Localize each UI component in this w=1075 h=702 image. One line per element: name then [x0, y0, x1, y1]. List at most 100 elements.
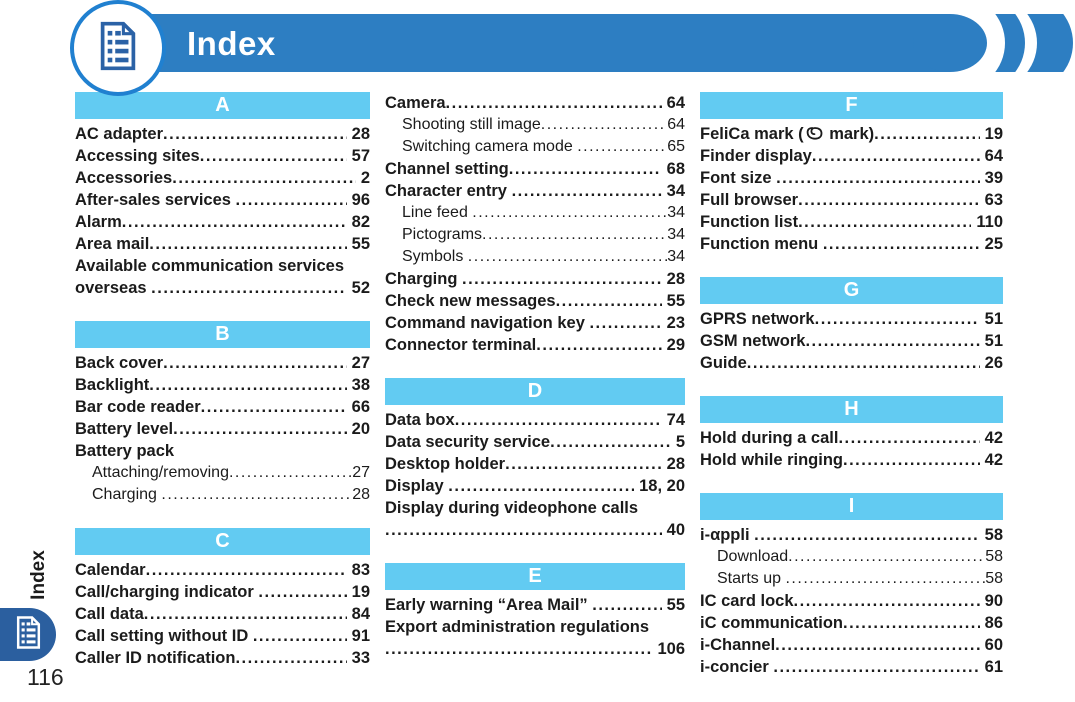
index-entry: FeliCa mark ( mark) 19	[700, 123, 1003, 145]
dot-leader	[385, 519, 662, 541]
dot-leader	[201, 396, 347, 418]
sidebar-chapter-tab	[0, 608, 56, 661]
entry-label: Data security service	[385, 433, 551, 451]
entry-page-number: 26	[984, 354, 1003, 372]
entry-label: Connector terminal	[385, 336, 537, 354]
dot-leader	[754, 524, 980, 546]
entry-page-number: 83	[351, 561, 370, 579]
index-entry: Back cover 27	[75, 352, 370, 374]
entry-label: Desktop holder	[385, 455, 506, 473]
index-entry: Display 18, 20	[385, 475, 685, 497]
entry-label: Font size	[700, 169, 777, 187]
entry-page-number: 5	[675, 433, 685, 451]
index-entry: Finder display 64	[700, 145, 1003, 167]
dot-leader	[838, 427, 979, 449]
entry-page-number: 42	[984, 429, 1003, 447]
index-entry: Export administration regulations	[385, 616, 685, 638]
section-letter-bar: C	[75, 528, 370, 555]
entry-label: IC card lock	[700, 592, 794, 610]
index-section-b: B Back cover 27 Backlight 38 Bar code reader 6…	[75, 321, 370, 506]
dot-leader	[589, 312, 661, 334]
index-entry: Battery level 20	[75, 418, 370, 440]
dot-leader	[253, 625, 347, 647]
entry-label: After-sales services	[75, 191, 236, 209]
entry-label: Switching camera mode	[402, 138, 578, 155]
entry-page-number: 42	[984, 451, 1003, 469]
section-letter-bar: G	[700, 277, 1003, 304]
index-entry: i-αppli 58	[700, 524, 1003, 546]
index-entry: Bar code reader 66	[75, 396, 370, 418]
entry-page-number: 57	[351, 147, 370, 165]
entry-page-number: 34	[667, 226, 685, 243]
dot-leader	[235, 647, 346, 669]
dot-leader	[200, 145, 347, 167]
entry-label: Attaching/removing	[92, 464, 229, 481]
entry-label: i-αppli	[700, 526, 755, 544]
index-section-c: CCalendar83Call/charging indicator 19Cal…	[75, 528, 370, 669]
header-icon-badge	[70, 0, 166, 96]
index-entry: Check new messages 55	[385, 290, 685, 312]
entry-label: Export administration regulations	[385, 618, 650, 636]
dot-leader	[512, 180, 662, 202]
entry-label: Full browser	[700, 191, 799, 209]
dot-leader	[462, 268, 662, 290]
entry-label: iC communication	[700, 614, 844, 632]
header-crescent-decoration	[880, 14, 1073, 72]
entry-label: Call/charging indicator	[75, 583, 259, 601]
dot-leader	[556, 290, 662, 312]
entry-label: Display	[385, 477, 449, 495]
entry-label: Accessing sites	[75, 147, 200, 165]
entry-page-number: 64	[667, 116, 685, 133]
entry-page-number: 38	[351, 376, 370, 394]
dot-leader	[144, 603, 347, 625]
entry-label: Alarm	[75, 213, 122, 231]
dot-leader	[149, 374, 346, 396]
index-entry: Shooting still image 64	[385, 114, 685, 136]
dot-leader	[149, 233, 346, 255]
entry-label: Channel setting	[385, 160, 509, 178]
index-entry: IC card lock 90	[700, 590, 1003, 612]
dot-leader	[775, 634, 979, 656]
entry-label: Caller ID notification	[75, 649, 236, 667]
index-entry: Function list 110	[700, 211, 1003, 233]
entry-page-number: 84	[351, 605, 370, 623]
entry-label: Finder display	[700, 147, 812, 165]
entry-label: Display during videophone calls	[385, 499, 639, 517]
section-letter-bar: D	[385, 378, 685, 405]
dot-leader	[805, 330, 979, 352]
entry-page-number: 68	[666, 160, 685, 178]
dot-leader	[798, 211, 971, 233]
dot-leader	[794, 590, 980, 612]
entry-page-number: 58	[985, 570, 1003, 587]
index-entry: GPRS network 51	[700, 308, 1003, 330]
entry-page-number: 90	[984, 592, 1003, 610]
index-entry: Character entry 34	[385, 180, 685, 202]
entry-label: Charging	[92, 486, 162, 503]
entry-label: Data box	[385, 411, 455, 429]
section-letter-bar: F	[700, 92, 1003, 119]
entry-page-number: 19	[984, 125, 1003, 143]
index-entry: Download 58	[700, 546, 1003, 568]
entry-label: Starts up	[717, 570, 786, 587]
entry-page-number: 28	[352, 486, 370, 503]
dot-leader	[163, 352, 347, 374]
index-entry: Symbols 34	[385, 246, 685, 268]
entry-page-number: 66	[351, 398, 370, 416]
entry-page-number: 64	[984, 147, 1003, 165]
entry-page-number: 91	[351, 627, 370, 645]
entry-label: GSM network	[700, 332, 806, 350]
entry-page-number: 58	[985, 548, 1003, 565]
index-entry: Call data 84	[75, 603, 370, 625]
dot-leader	[798, 189, 980, 211]
index-entry: Command navigation key 23	[385, 312, 685, 334]
entry-label: Guide	[700, 354, 747, 372]
index-entry: Attaching/removing 27	[75, 462, 370, 484]
dot-leader	[482, 224, 667, 246]
entry-label: Area mail	[75, 235, 150, 253]
entry-page-number: 61	[984, 658, 1003, 676]
index-entry: Camera 64	[385, 92, 685, 114]
entry-page-number: 60	[984, 636, 1003, 654]
entry-label: Hold during a call	[700, 429, 839, 447]
index-entry: Hold during a call 42	[700, 427, 1003, 449]
